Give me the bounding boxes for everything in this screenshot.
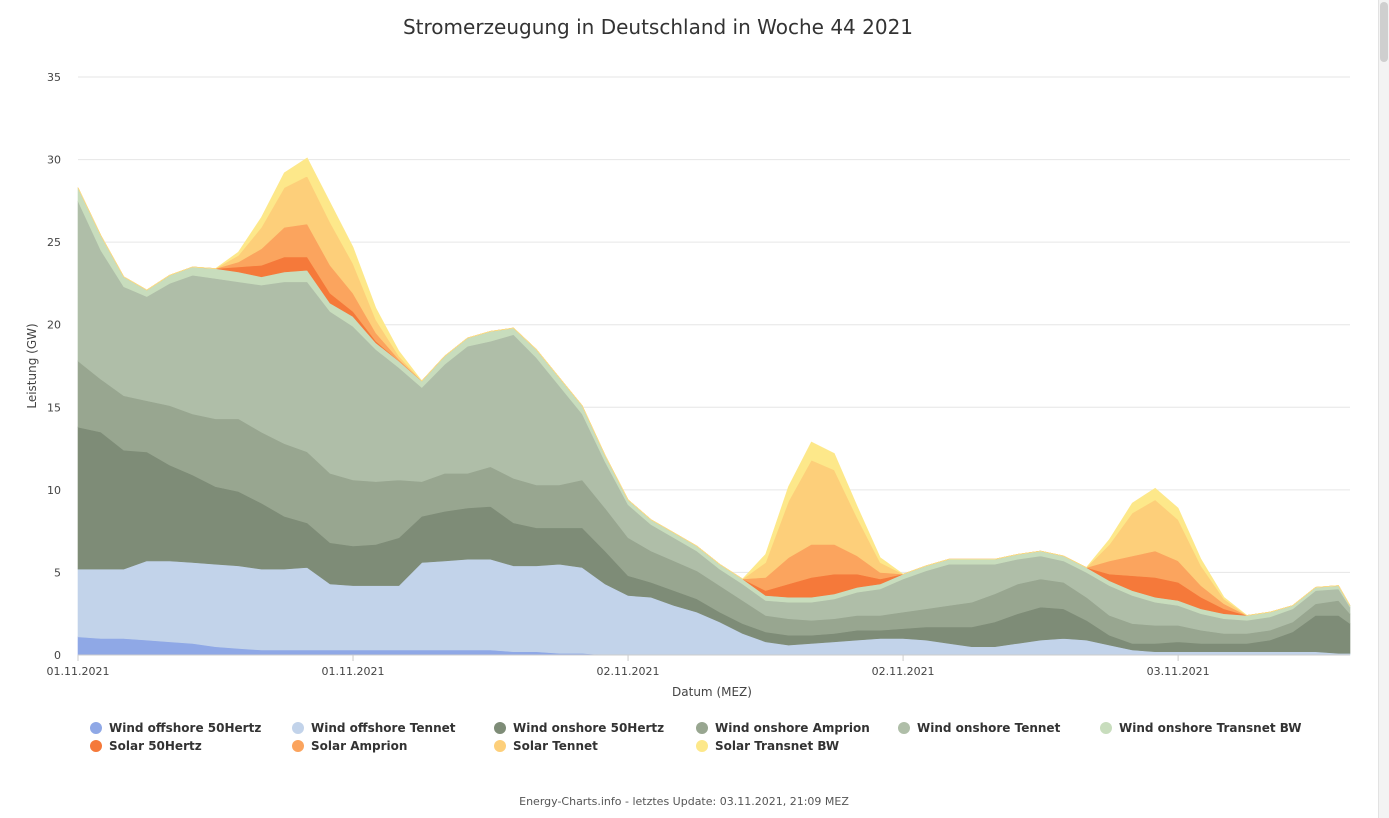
legend-label: Wind onshore Tennet	[917, 721, 1061, 735]
legend-marker	[292, 740, 304, 752]
legend-item-wind-offshore-50hertz[interactable]: Wind offshore 50Hertz	[90, 721, 261, 735]
legend-marker	[90, 722, 102, 734]
y-tick-label: 10	[47, 484, 61, 497]
y-axis: 0 5 10 15 20 25 30 35	[47, 71, 61, 662]
legend-label: Wind onshore 50Hertz	[513, 721, 664, 735]
y-tick-label: 30	[47, 154, 61, 167]
legend-item-wind-offshore-tennet[interactable]: Wind offshore Tennet	[292, 721, 456, 735]
legend-item-wind-onshore-transnet-bw[interactable]: Wind onshore Transnet BW	[1100, 721, 1302, 735]
credits-text[interactable]: Energy-Charts.info - letztes Update: 03.…	[519, 795, 849, 808]
y-tick-label: 15	[47, 401, 61, 414]
y-tick-label: 35	[47, 71, 61, 84]
y-tick-label: 5	[54, 566, 61, 579]
scrollbar-thumb[interactable]	[1380, 2, 1388, 62]
area-series-solar-transnet-bw[interactable]	[77, 157, 1351, 616]
legend-marker	[494, 740, 506, 752]
chart-title: Stromerzeugung in Deutschland in Woche 4…	[403, 15, 913, 39]
plot-area[interactable]	[77, 157, 1351, 656]
y-tick-label: 0	[54, 649, 61, 662]
y-axis-title: Leistung (GW)	[25, 323, 39, 408]
legend-label: Wind offshore Tennet	[311, 721, 456, 735]
scrollbar-track[interactable]	[1378, 0, 1389, 818]
x-tick-label: 02.11.2021	[872, 665, 935, 678]
legend-item-solar-tennet[interactable]: Solar Tennet	[494, 739, 598, 753]
legend-label: Wind onshore Transnet BW	[1119, 721, 1302, 735]
legend-label: Wind offshore 50Hertz	[109, 721, 261, 735]
legend-marker	[90, 740, 102, 752]
x-tick-label: 03.11.2021	[1147, 665, 1210, 678]
legend-item-solar-amprion[interactable]: Solar Amprion	[292, 739, 407, 753]
legend: Wind offshore 50Hertz Wind offshore Tenne…	[90, 721, 1302, 753]
legend-marker	[494, 722, 506, 734]
legend-item-wind-onshore-50hertz[interactable]: Wind onshore 50Hertz	[494, 721, 664, 735]
legend-marker	[292, 722, 304, 734]
legend-marker	[1100, 722, 1112, 734]
legend-item-solar-50hertz[interactable]: Solar 50Hertz	[90, 739, 202, 753]
y-tick-label: 25	[47, 236, 61, 249]
legend-label: Solar Tennet	[513, 739, 598, 753]
legend-marker	[696, 740, 708, 752]
x-axis: 01.11.2021 01.11.2021 02.11.2021 02.11.2021…	[47, 654, 1350, 678]
x-axis-title: Datum (MEZ)	[672, 685, 752, 699]
legend-marker	[898, 722, 910, 734]
legend-label: Solar Transnet BW	[715, 739, 839, 753]
legend-label: Solar Amprion	[311, 739, 407, 753]
legend-item-solar-transnet-bw[interactable]: Solar Transnet BW	[696, 739, 839, 753]
legend-label: Solar 50Hertz	[109, 739, 202, 753]
legend-marker	[696, 722, 708, 734]
x-tick-label: 02.11.2021	[597, 665, 660, 678]
y-tick-label: 20	[47, 319, 61, 332]
x-tick-label: 01.11.2021	[47, 665, 110, 678]
legend-item-wind-onshore-tennet[interactable]: Wind onshore Tennet	[898, 721, 1061, 735]
x-tick-label: 01.11.2021	[322, 665, 385, 678]
legend-item-wind-onshore-amprion[interactable]: Wind onshore Amprion	[696, 721, 870, 735]
legend-label: Wind onshore Amprion	[715, 721, 870, 735]
